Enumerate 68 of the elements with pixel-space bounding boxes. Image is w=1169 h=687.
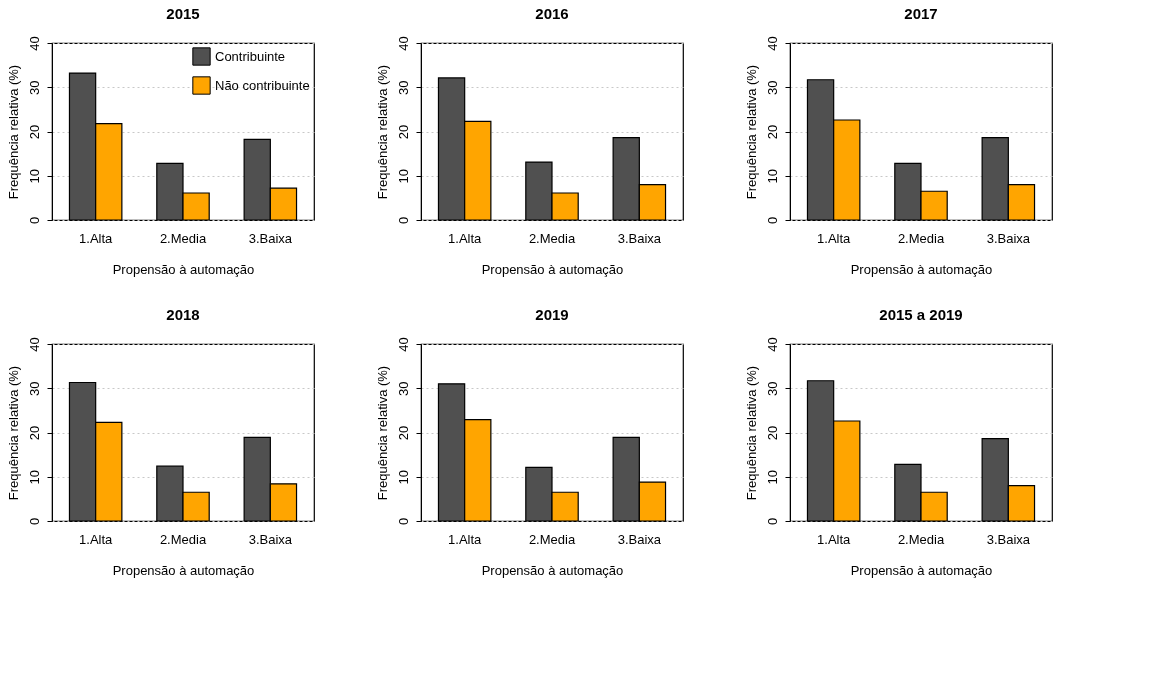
y-tick-label: 20 <box>764 124 780 140</box>
y-tick-label: 40 <box>764 337 780 352</box>
y-tick-label: 40 <box>395 36 411 51</box>
y-tick-label: 30 <box>26 381 42 396</box>
chart-title: 2016 <box>535 4 569 22</box>
chart-title: 2015 <box>166 4 200 22</box>
y-tick-label: 0 <box>395 517 411 526</box>
x-tick-label: 2.Media <box>897 230 945 246</box>
x-tick-label: 1.Alta <box>448 230 483 246</box>
y-axis-title: Frequência relativa (%) <box>5 64 21 200</box>
y-tick-label: 30 <box>764 80 780 95</box>
y-tick-label: 10 <box>395 470 411 485</box>
x-tick-label: 1.Alta <box>817 531 852 547</box>
y-tick-label: 20 <box>395 124 411 140</box>
x-tick-label: 3.Baixa <box>986 531 1031 547</box>
y-tick-label: 0 <box>26 517 42 526</box>
y-tick-label: 20 <box>764 425 780 441</box>
x-axis-title: Propensão à automação <box>481 261 624 277</box>
x-axis-title: Propensão à automação <box>850 562 993 578</box>
chart-title: 2015 a 2019 <box>879 305 963 323</box>
x-axis-title: Propensão à automação <box>112 562 255 578</box>
x-tick-label: 2.Media <box>897 531 945 547</box>
x-axis-title: Propensão à automação <box>112 261 255 277</box>
x-tick-label: 2.Media <box>159 531 207 547</box>
y-tick-label: 20 <box>26 425 42 441</box>
x-tick-label: 2.Media <box>528 230 576 246</box>
y-tick-label: 30 <box>764 381 780 396</box>
y-axis-title: Frequência relativa (%) <box>743 64 759 200</box>
chart-title: 2019 <box>535 305 569 323</box>
x-axis-title: Propensão à automação <box>481 562 624 578</box>
y-tick-label: 10 <box>395 169 411 184</box>
y-tick-label: 20 <box>395 425 411 441</box>
y-tick-label: 30 <box>26 80 42 95</box>
y-tick-label: 40 <box>26 337 42 352</box>
y-axis-title: Frequência relativa (%) <box>5 365 21 501</box>
y-tick-label: 30 <box>395 80 411 95</box>
x-tick-label: 3.Baixa <box>617 531 662 547</box>
x-tick-label: 2.Media <box>528 531 576 547</box>
y-tick-label: 0 <box>764 517 780 526</box>
x-tick-label: 3.Baixa <box>986 230 1031 246</box>
y-tick-label: 40 <box>26 36 42 51</box>
x-tick-label: 3.Baixa <box>248 531 293 547</box>
x-tick-label: 3.Baixa <box>617 230 662 246</box>
x-axis-title: Propensão à automação <box>850 261 993 277</box>
legend-label: Não contribuinte <box>215 77 310 93</box>
y-tick-label: 20 <box>26 124 42 140</box>
y-tick-label: 10 <box>26 169 42 184</box>
y-tick-label: 0 <box>764 216 780 225</box>
chart-title: 2017 <box>904 4 938 22</box>
y-tick-label: 0 <box>395 216 411 225</box>
x-tick-label: 1.Alta <box>817 230 852 246</box>
y-tick-label: 30 <box>395 381 411 396</box>
y-tick-label: 10 <box>26 470 42 485</box>
x-tick-label: 1.Alta <box>79 230 114 246</box>
y-tick-label: 40 <box>764 36 780 51</box>
x-tick-label: 3.Baixa <box>248 230 293 246</box>
y-axis-title: Frequência relativa (%) <box>374 64 390 200</box>
y-tick-label: 40 <box>395 337 411 352</box>
y-axis-title: Frequência relativa (%) <box>743 365 759 501</box>
chart-title: 2018 <box>166 305 200 323</box>
y-tick-label: 0 <box>26 216 42 225</box>
legend-label: Contribuinte <box>215 48 286 64</box>
y-tick-label: 10 <box>764 169 780 184</box>
x-tick-label: 1.Alta <box>448 531 483 547</box>
y-tick-label: 10 <box>764 470 780 485</box>
y-axis-title: Frequência relativa (%) <box>374 365 390 501</box>
x-tick-label: 2.Media <box>159 230 207 246</box>
x-tick-label: 1.Alta <box>79 531 114 547</box>
